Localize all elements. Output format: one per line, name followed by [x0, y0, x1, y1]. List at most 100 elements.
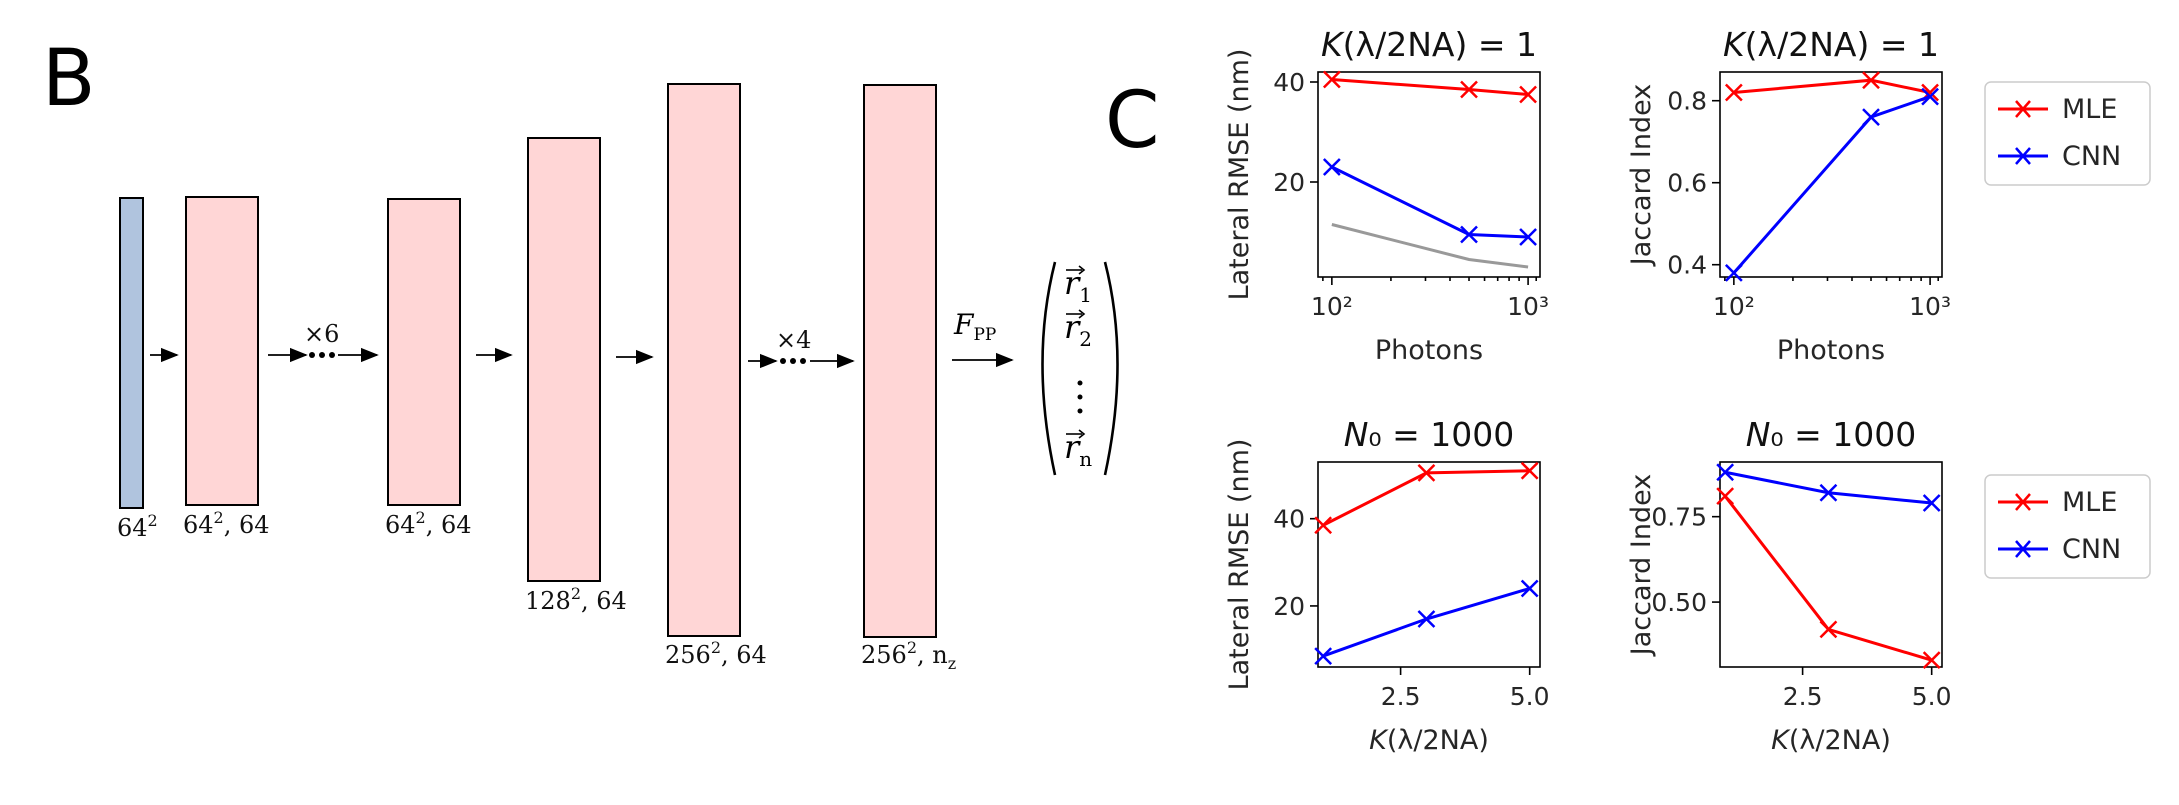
block-label-3: 642, 64	[385, 508, 472, 539]
svg-text:MLE: MLE	[2062, 487, 2117, 518]
mle-point	[1819, 620, 1838, 639]
cnn-point	[1520, 579, 1539, 598]
x-tick-label: 2.5	[1783, 682, 1823, 711]
rmse-vs-k-chart: 2.5 5.0 20 40 N₀ = 1000 K(λ/2NA) Lateral RMSE …	[1224, 415, 1550, 756]
mle-series-line	[1331, 78, 1529, 96]
x-axis-label: K(λ/2NA)	[1771, 725, 1891, 756]
block-label-4: 1282, 64	[525, 584, 627, 615]
cnn-point	[1417, 610, 1436, 628]
y-tick-label: 0.8	[1667, 87, 1707, 116]
output-r2: r2	[1064, 308, 1092, 351]
cnn-series-line	[1331, 165, 1529, 239]
y-tick-label: 0.6	[1667, 169, 1707, 198]
mle-point	[1314, 516, 1333, 535]
legend-item-cnn: CNN	[1998, 141, 2121, 172]
x-tick-label: 2.5	[1381, 682, 1421, 711]
mle-point	[1322, 70, 1341, 89]
cnn-point	[1322, 158, 1341, 176]
svg-text:rn: rn	[1064, 428, 1092, 471]
legend-item-mle: MLE	[1998, 94, 2117, 125]
legend-bottom: MLE CNN	[1984, 474, 2151, 579]
chart-title: N₀ = 1000	[1344, 415, 1515, 454]
output-block	[863, 84, 937, 638]
repeat-label-2: ×4	[776, 326, 811, 354]
cnn-point	[1314, 647, 1333, 665]
panel-b-letter: B	[42, 34, 96, 124]
cnn-point	[1922, 494, 1941, 512]
vertical-ellipsis-dot	[1077, 380, 1083, 386]
svg-text:MLE: MLE	[2062, 94, 2117, 125]
y-tick-label: 0.50	[1651, 588, 1707, 617]
upsample-block-2	[667, 83, 741, 637]
legend-item-cnn: CNN	[1998, 534, 2121, 565]
repeat-label-1: ×6	[304, 320, 339, 348]
x-tick-label: 10²	[1713, 292, 1755, 321]
block-label-1: 642	[117, 511, 158, 542]
left-paren	[1041, 261, 1057, 476]
x-axis-label: Photons	[1777, 335, 1885, 366]
block-label-6: 2562, nz	[861, 638, 956, 673]
chart-title: K(λ/2NA) = 1	[1723, 25, 1939, 64]
vertical-ellipsis-dot	[1077, 394, 1083, 400]
cnn-series-line	[1322, 587, 1531, 658]
cnn-point	[1819, 483, 1838, 502]
cnn-series-line	[1724, 470, 1932, 505]
svg-text:CNN: CNN	[2062, 141, 2121, 172]
ellipsis-dot	[319, 352, 325, 358]
cnn-series-line	[1732, 95, 1931, 274]
legend-top: MLE CNN	[1984, 81, 2151, 186]
block-label-5: 2562, 64	[665, 638, 767, 669]
plot-frame	[1317, 461, 1541, 668]
jaccard-vs-k-chart: 2.5 5.0 0.50 0.75 N₀ = 1000 K(λ/2NA) Jaccard I…	[1626, 415, 1952, 756]
y-tick-label: 40	[1273, 68, 1305, 97]
y-axis-label: Jaccard Index	[1626, 84, 1657, 267]
output-r1: r1	[1064, 264, 1092, 307]
block-label-2: 642, 64	[183, 508, 270, 539]
mle-point	[1417, 464, 1436, 482]
mle-point	[1519, 85, 1537, 104]
chart-title: K(λ/2NA) = 1	[1321, 25, 1537, 64]
x-tick-label: 10³	[1507, 292, 1549, 321]
mle-point	[1716, 487, 1735, 506]
mle-series-line	[1723, 495, 1933, 662]
plot-frame	[1317, 71, 1541, 278]
svg-text:CNN: CNN	[2062, 534, 2121, 565]
plot-frame	[1719, 71, 1943, 278]
output-rn: rn	[1064, 428, 1092, 471]
fpp-label: FPP	[953, 308, 996, 345]
vertical-ellipsis-dot	[1077, 408, 1083, 414]
x-tick-label: 5.0	[1912, 682, 1952, 711]
ellipsis-dot	[800, 358, 806, 364]
y-axis-label: Jaccard Index	[1626, 474, 1657, 657]
x-axis-label: Photons	[1375, 335, 1483, 366]
cnn-point	[1862, 108, 1880, 126]
y-tick-label: 20	[1273, 592, 1305, 621]
upsample-block-1	[527, 137, 601, 582]
reference-series-line	[1331, 223, 1529, 269]
conv-block-2	[387, 198, 461, 506]
ellipsis-dot	[309, 352, 315, 358]
chart-title: N₀ = 1000	[1746, 415, 1917, 454]
mle-point	[1862, 71, 1880, 90]
jaccard-vs-photons-chart: 10² 10³ 0.4 0.6 0.8 K(λ/2NA) = 1 Photons Jaccar…	[1626, 25, 1951, 366]
conv-block-1	[185, 196, 259, 506]
cnn-point	[1724, 264, 1743, 282]
cnn-point	[1921, 87, 1939, 106]
cnn-point	[1716, 463, 1735, 482]
y-axis-label: Lateral RMSE (nm)	[1224, 49, 1255, 301]
y-tick-label: 0.4	[1667, 251, 1707, 280]
mle-point	[1922, 651, 1941, 670]
legend-item-mle: MLE	[1998, 487, 2117, 518]
mle-point	[1520, 461, 1539, 480]
ellipsis-dot	[780, 358, 786, 364]
plot-frame	[1719, 461, 1943, 668]
cnn-point	[1460, 225, 1478, 244]
x-axis-label: K(λ/2NA)	[1369, 725, 1489, 756]
y-tick-label: 0.75	[1651, 503, 1707, 532]
y-tick-label: 20	[1273, 168, 1305, 197]
mle-point	[1724, 83, 1743, 102]
x-tick-label: 10²	[1311, 292, 1353, 321]
x-tick-label: 5.0	[1510, 682, 1550, 711]
mle-series-line	[1733, 78, 1931, 94]
x-tick-label: 10³	[1909, 292, 1951, 321]
